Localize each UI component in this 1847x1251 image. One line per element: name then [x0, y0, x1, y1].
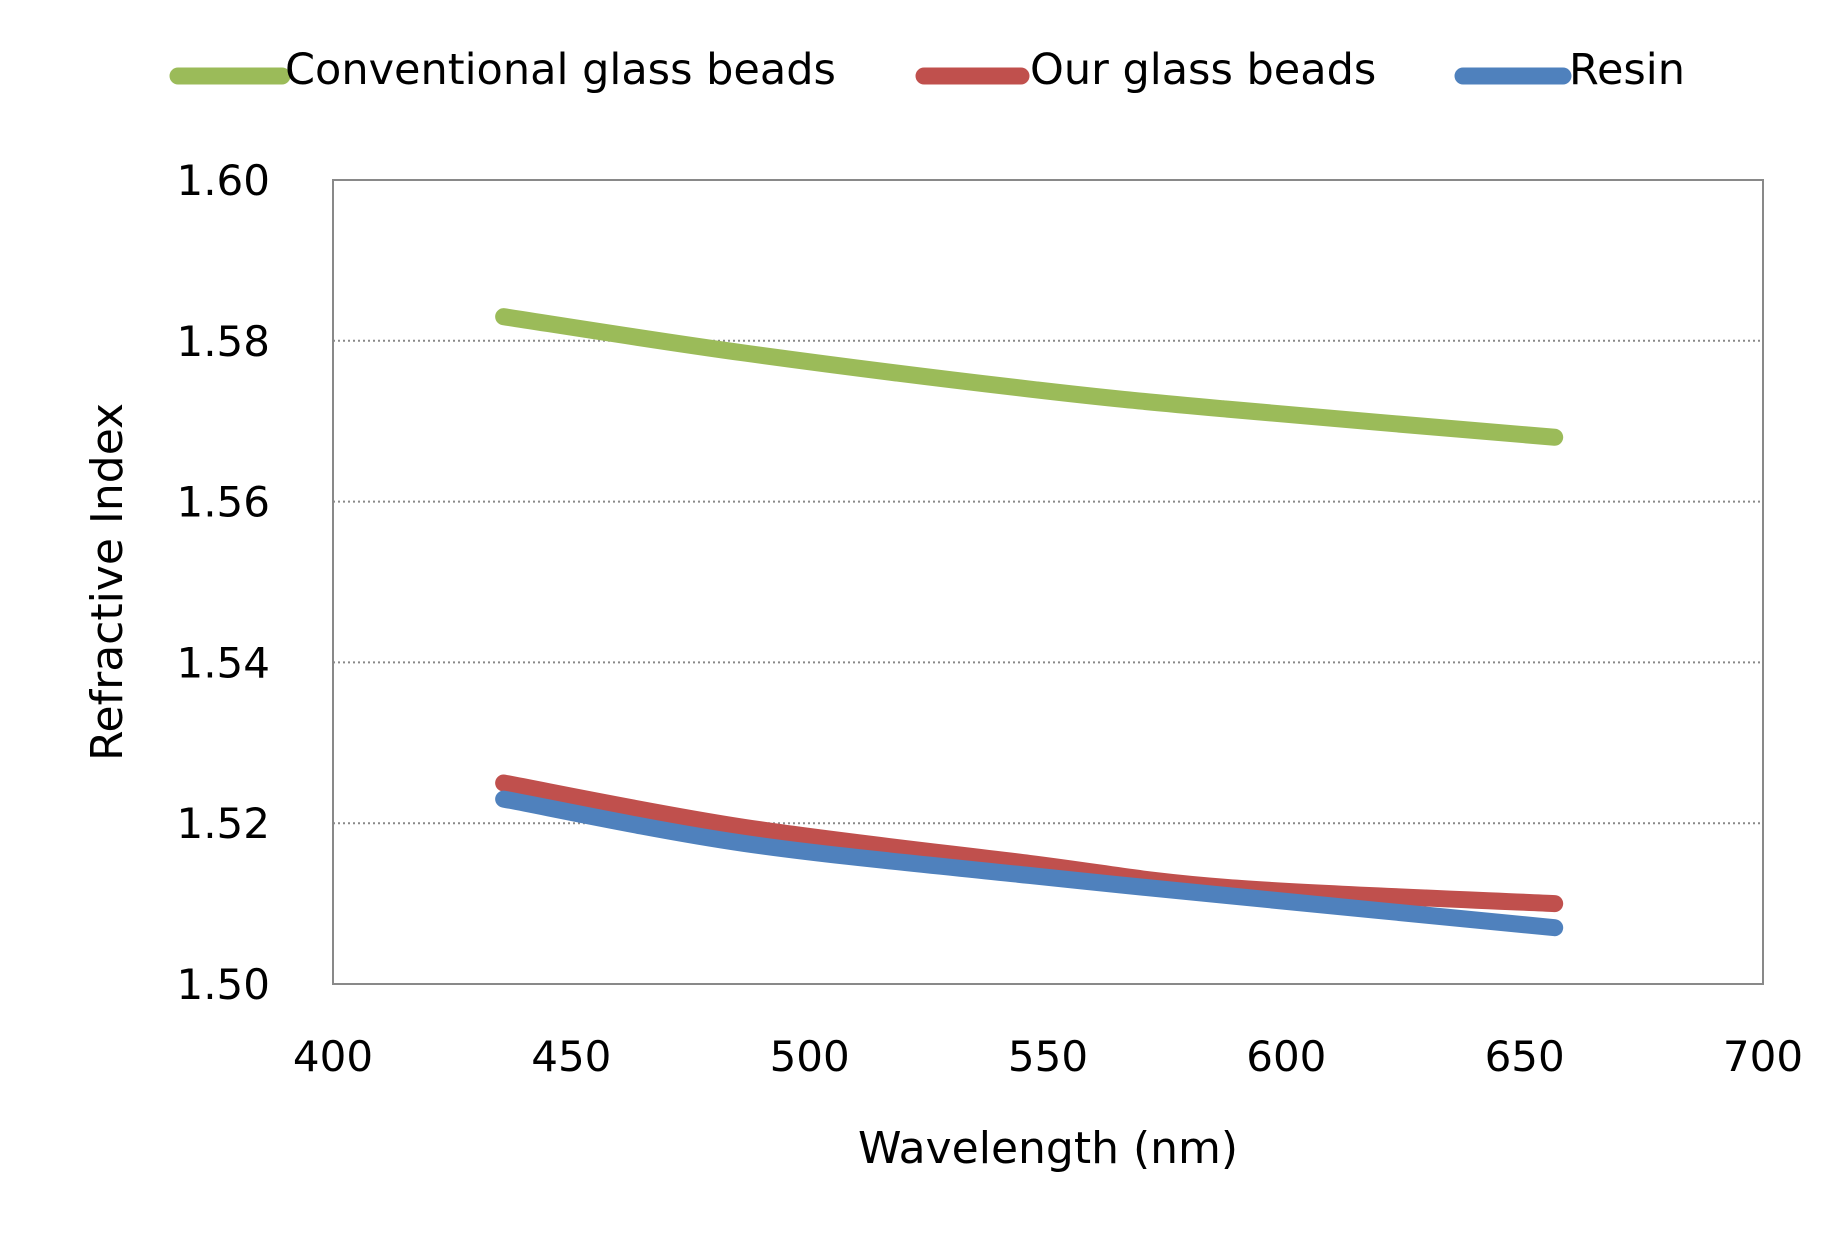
legend-label: Conventional glass beads	[285, 45, 836, 95]
y-tick-label: 1.56	[176, 478, 270, 527]
y-axis-title: Refractive Index	[82, 403, 133, 761]
plot-area-border	[332, 179, 1764, 985]
legend: Conventional glass beads Our glass beads R…	[169, 45, 1685, 95]
x-tick-label: 450	[531, 1032, 611, 1081]
x-tick-label: 500	[770, 1032, 850, 1081]
series-line-0	[495, 308, 1564, 446]
gridlines	[333, 339, 1763, 825]
y-tick-label: 1.50	[176, 960, 270, 1009]
y-tick-label: 1.52	[176, 799, 270, 848]
x-axis-ticks: 400 450 500 550 600 650 700	[293, 1032, 1803, 1081]
x-axis-title: Wavelength (nm)	[858, 1123, 1238, 1174]
x-tick-label: 700	[1723, 1032, 1803, 1081]
x-tick-label: 400	[293, 1032, 373, 1081]
y-tick-label: 1.60	[176, 156, 270, 205]
legend-label: Resin	[1569, 45, 1685, 95]
y-tick-label: 1.54	[176, 638, 270, 687]
x-tick-label: 600	[1246, 1032, 1326, 1081]
series-lines	[495, 308, 1564, 937]
series-line-2	[495, 790, 1564, 937]
series-line-1	[495, 774, 1564, 913]
x-tick-label: 650	[1485, 1032, 1565, 1081]
legend-label: Our glass beads	[1030, 45, 1376, 95]
y-tick-label: 1.58	[176, 317, 270, 366]
x-tick-label: 550	[1008, 1032, 1088, 1081]
y-axis-ticks: 1.50 1.52 1.54 1.56 1.58 1.60	[176, 156, 270, 1009]
